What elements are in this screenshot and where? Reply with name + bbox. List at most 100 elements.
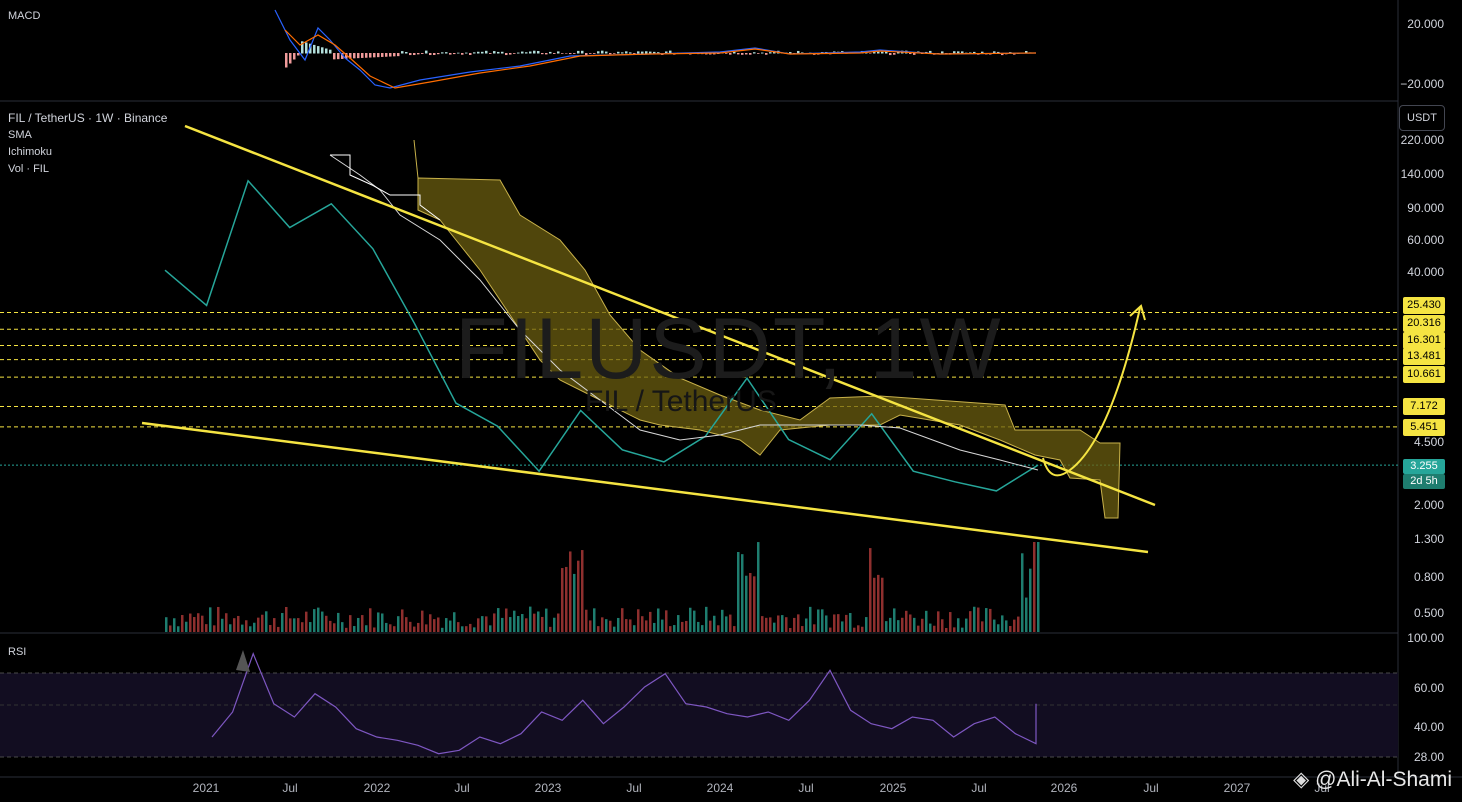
volume-bar	[533, 613, 536, 632]
macd-bar	[521, 51, 524, 54]
macd-bar	[357, 53, 360, 59]
macd-bar	[649, 51, 652, 54]
volume-bar	[353, 626, 356, 632]
macd-bar	[769, 52, 772, 54]
volume-bar	[373, 627, 376, 632]
volume-bar	[993, 619, 996, 632]
volume-bar	[525, 618, 528, 632]
signal-line	[284, 29, 1037, 89]
volume-bar	[1013, 619, 1016, 632]
volume-bar	[201, 615, 204, 632]
volume-bar	[565, 566, 568, 632]
volume-bar	[609, 620, 612, 632]
volume-bar	[929, 623, 932, 632]
macd-bar	[773, 51, 776, 54]
volume-bar	[773, 622, 776, 632]
volume-bar	[309, 622, 312, 632]
macd-bar	[589, 53, 592, 54]
macd-bar	[765, 53, 768, 55]
macd-bar	[585, 53, 588, 56]
volume-bar	[761, 616, 764, 632]
macd-bar	[633, 53, 636, 54]
macd-bar	[485, 50, 488, 54]
volume-bar	[189, 613, 192, 632]
macd-bar	[417, 53, 420, 55]
macd-bar	[397, 53, 400, 57]
volume-bar	[277, 626, 280, 632]
indicator-ichimoku[interactable]: Ichimoku	[8, 146, 53, 158]
macd-bar	[365, 53, 368, 58]
volume-bar	[341, 622, 344, 632]
macd-bar	[493, 51, 496, 54]
macd-bar	[489, 53, 492, 54]
macd-bar	[437, 53, 440, 55]
symbol-title[interactable]: FIL / TetherUS · 1W · Binance	[8, 111, 168, 125]
macd-bar	[881, 51, 884, 54]
volume-bar	[273, 618, 276, 632]
macd-bar	[801, 52, 804, 54]
macd-bar	[465, 52, 468, 54]
macd-bar	[625, 51, 628, 54]
volume-bar	[741, 554, 744, 632]
macd-bar	[745, 53, 748, 55]
volume-bar	[989, 608, 992, 632]
volume-bar	[445, 618, 448, 632]
volume-bar	[477, 618, 480, 632]
macd-bar	[605, 51, 608, 54]
macd-bar	[657, 52, 660, 54]
indicator-volume[interactable]: Vol · FIL	[8, 163, 49, 175]
brand-logo-icon: ◈	[1293, 768, 1316, 791]
volume-bar	[413, 626, 416, 632]
macd-bar	[421, 53, 424, 54]
volume-bar	[709, 620, 712, 632]
volume-bar	[289, 618, 292, 632]
volume-bar	[713, 615, 716, 632]
level-tag: 10.661	[1403, 366, 1445, 383]
macd-bar	[529, 51, 532, 54]
volume-bar	[493, 613, 496, 632]
macd-bar	[477, 51, 480, 54]
volume-bar	[745, 575, 748, 632]
level-tag: 16.301	[1403, 332, 1445, 349]
macd-bar	[601, 50, 604, 54]
volume-bar	[425, 624, 428, 632]
macd-bar	[361, 53, 364, 58]
volume-bar	[557, 613, 560, 632]
price-tick: 0.500	[1413, 606, 1444, 620]
macd-bar	[941, 51, 944, 54]
volume-bar	[689, 607, 692, 632]
macd-legend[interactable]: MACD	[8, 10, 41, 22]
price-axis[interactable]: 20.000 −20.000 USDT 220.000 140.000 90.0…	[1396, 0, 1462, 802]
rsi-legend[interactable]: RSI	[8, 646, 27, 658]
volume-bar	[429, 614, 432, 632]
indicator-sma[interactable]: SMA	[8, 129, 32, 141]
volume-bar	[737, 552, 740, 632]
volume-bar	[217, 606, 220, 632]
volume-bar	[701, 625, 704, 632]
currency-button[interactable]: USDT	[1399, 105, 1445, 131]
volume-bar	[953, 627, 956, 632]
cloud-edge	[413, 139, 419, 179]
volume-bar	[1029, 568, 1032, 632]
volume-bar	[621, 608, 624, 632]
macd-bar	[665, 51, 668, 54]
macd-bar	[733, 51, 736, 54]
macd-bar	[565, 53, 568, 54]
macd-bar	[789, 52, 792, 54]
macd-bar	[337, 53, 340, 60]
volume-bar	[549, 626, 552, 632]
volume-bar	[625, 619, 628, 632]
volume-bar	[577, 560, 580, 632]
level-tag: 5.451	[1403, 419, 1445, 436]
macd-bar	[749, 53, 752, 55]
volume-bar	[997, 624, 1000, 632]
volume-bar	[957, 618, 960, 632]
macd-bar	[753, 52, 756, 54]
volume-bar	[469, 623, 472, 632]
volume-bar	[873, 577, 876, 632]
macd-bar	[285, 53, 288, 68]
volume-bar	[749, 572, 752, 632]
volume-bar	[225, 613, 228, 632]
volume-bar	[785, 617, 788, 632]
